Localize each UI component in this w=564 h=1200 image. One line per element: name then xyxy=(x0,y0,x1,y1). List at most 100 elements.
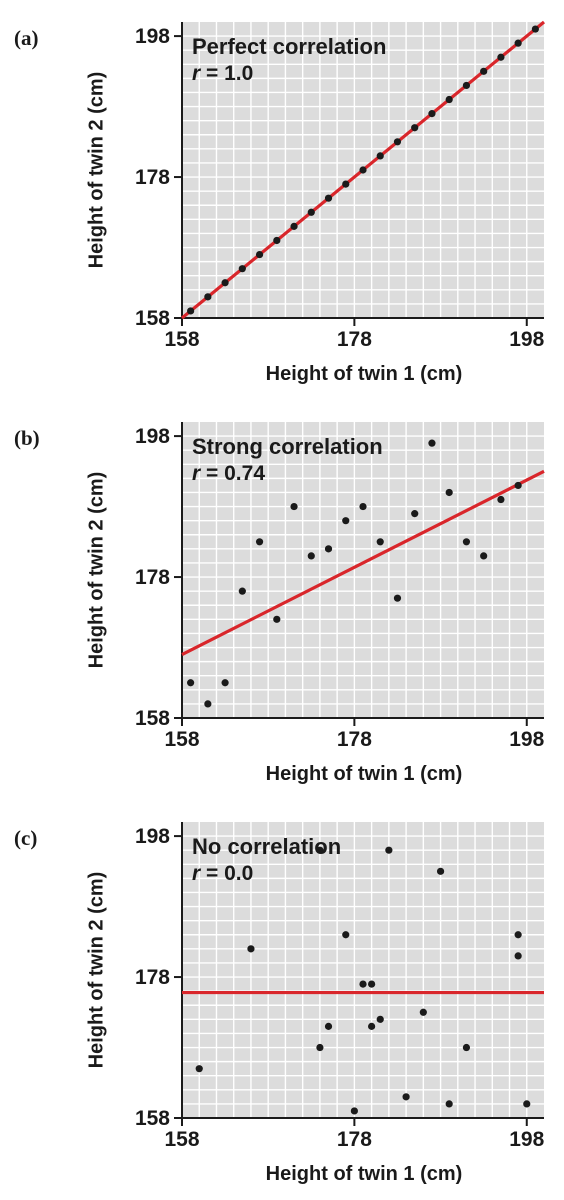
data-point xyxy=(307,208,315,216)
panel-label: (b) xyxy=(14,426,40,450)
x-tick-label: 158 xyxy=(164,728,199,751)
data-point xyxy=(514,39,522,47)
data-point xyxy=(523,1100,531,1108)
data-point xyxy=(376,1015,384,1023)
data-point xyxy=(514,481,522,490)
data-point xyxy=(445,1100,453,1108)
r-value: = 0.74 xyxy=(206,462,266,485)
data-point xyxy=(514,952,522,960)
grid-lines xyxy=(182,822,544,1118)
data-point xyxy=(368,1022,376,1030)
data-point xyxy=(307,552,315,560)
panel-label: (a) xyxy=(14,26,39,50)
correlation-label: r = 0.0 xyxy=(192,862,253,886)
y-axis-label: Height of twin 2 (cm) xyxy=(85,871,108,1069)
data-point xyxy=(342,517,350,525)
data-point xyxy=(204,293,212,301)
y-tick-label: 158 xyxy=(135,307,170,330)
data-point xyxy=(531,25,539,33)
grid-lines xyxy=(182,422,544,718)
x-axis-label: Height of twin 1 (cm) xyxy=(265,1163,463,1185)
data-point xyxy=(462,538,471,546)
data-point xyxy=(368,980,376,988)
data-point xyxy=(376,152,384,160)
correlation-label: r = 0.74 xyxy=(192,462,265,486)
y-tick-label: 158 xyxy=(135,1107,170,1130)
data-point xyxy=(411,124,419,132)
data-point xyxy=(342,931,350,939)
data-point xyxy=(221,679,229,687)
data-point xyxy=(324,1022,333,1030)
data-point xyxy=(385,846,393,854)
data-point xyxy=(255,538,264,546)
panel-label: (c) xyxy=(14,826,38,850)
data-point xyxy=(445,488,453,497)
x-tick-label: 158 xyxy=(164,328,199,351)
data-point xyxy=(316,1043,324,1052)
r-value: = 1.0 xyxy=(206,62,254,85)
fit-line xyxy=(181,469,545,656)
chart-b-svg: 158 178 198 158 178 198 xyxy=(135,422,545,751)
x-tick-label: 198 xyxy=(509,728,544,751)
data-point xyxy=(324,194,333,202)
data-point xyxy=(428,110,436,118)
chart-c-svg: 158 178 198 158 178 198 xyxy=(135,822,545,1151)
chart-a-svg: 158 178 198 158 178 198 xyxy=(135,20,546,351)
y-tick-label: 178 xyxy=(135,166,170,189)
data-point xyxy=(187,307,195,315)
data-point xyxy=(290,222,298,230)
data-point xyxy=(393,138,402,146)
x-tick-label: 178 xyxy=(337,1128,372,1151)
data-point xyxy=(238,587,246,595)
data-point xyxy=(411,510,419,518)
data-point xyxy=(419,1008,427,1016)
data-point xyxy=(497,495,505,504)
y-tick-label: 198 xyxy=(135,25,170,48)
data-point xyxy=(480,67,488,75)
plot-background xyxy=(182,422,544,718)
r-value: = 0.0 xyxy=(206,862,254,885)
y-axis-label: Height of twin 2 (cm) xyxy=(85,71,108,269)
data-point xyxy=(436,867,445,875)
data-point xyxy=(342,180,350,188)
y-tick-label: 198 xyxy=(135,425,170,448)
data-point xyxy=(221,279,229,287)
y-tick-label: 198 xyxy=(135,825,170,848)
data-point xyxy=(480,552,488,560)
grid-lines xyxy=(182,22,544,318)
panel-a: 158 178 198 158 178 198 (a) Perfect correlati… xyxy=(0,0,564,400)
data-point xyxy=(445,95,453,104)
data-point xyxy=(204,700,212,708)
x-axis-label: Height of twin 1 (cm) xyxy=(265,763,463,785)
chart-title: No correlation xyxy=(192,834,342,859)
x-tick-label: 198 xyxy=(509,1128,544,1151)
data-point xyxy=(255,250,264,259)
chart-title: Strong correlation xyxy=(192,434,383,459)
plot-background xyxy=(182,822,544,1118)
data-point xyxy=(376,538,384,546)
data-point xyxy=(247,945,255,953)
x-tick-label: 178 xyxy=(337,728,372,751)
data-point xyxy=(462,81,471,90)
y-tick-label: 158 xyxy=(135,707,170,730)
x-tick-label: 198 xyxy=(509,328,544,351)
chart-title: Perfect correlation xyxy=(192,34,387,59)
data-point xyxy=(497,53,505,61)
data-point xyxy=(324,545,333,553)
data-point xyxy=(238,265,246,273)
x-axis-label: Height of twin 1 (cm) xyxy=(265,363,463,385)
x-tick-label: 158 xyxy=(164,1128,199,1151)
correlation-label: r = 1.0 xyxy=(192,62,253,86)
data-point xyxy=(290,502,298,511)
data-point xyxy=(316,846,324,854)
panel-b: 158 178 198 158 178 198 (b) Strong correlatio… xyxy=(0,400,564,800)
y-axis-label: Height of twin 2 (cm) xyxy=(85,471,108,669)
r-symbol: r xyxy=(192,62,201,85)
data-point xyxy=(428,439,436,447)
data-point xyxy=(359,502,367,511)
y-tick-label: 178 xyxy=(135,966,170,989)
data-point xyxy=(359,166,367,174)
data-point xyxy=(187,679,195,687)
data-point xyxy=(273,615,281,623)
x-tick-label: 178 xyxy=(337,328,372,351)
